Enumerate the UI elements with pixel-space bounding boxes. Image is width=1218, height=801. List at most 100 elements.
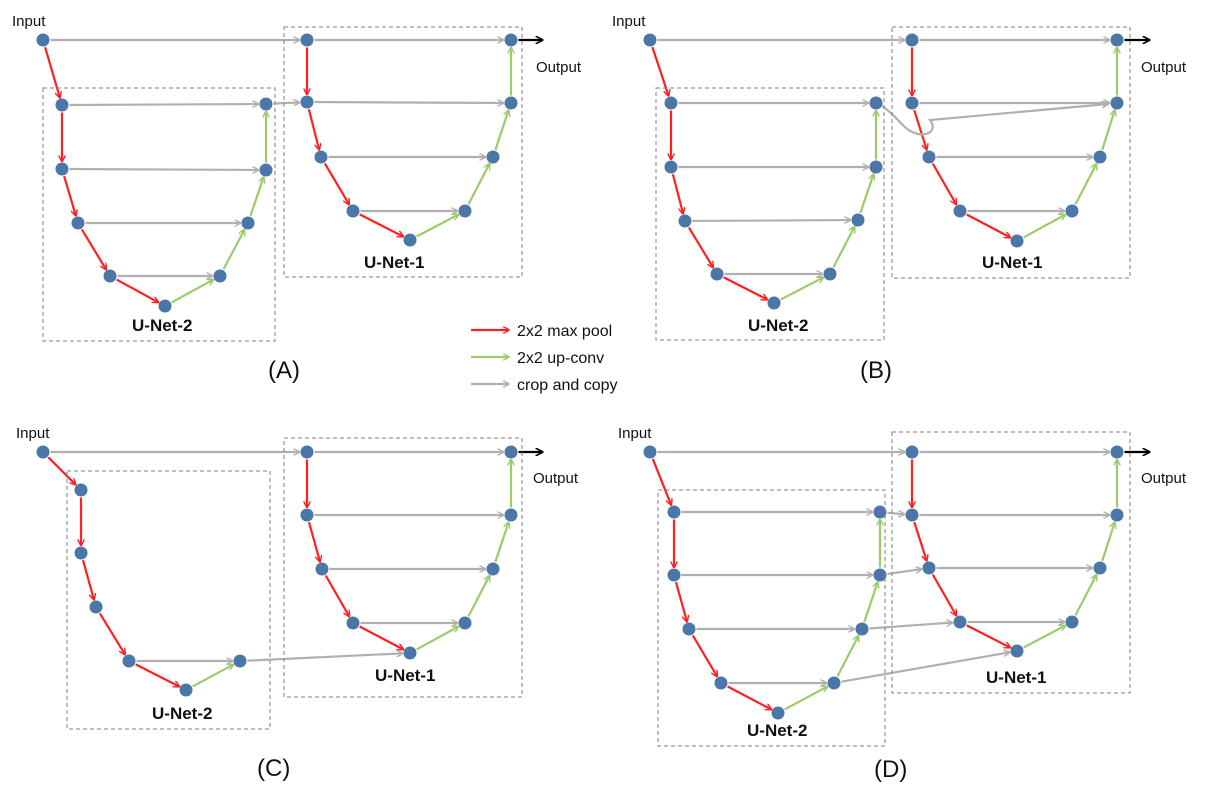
- panel-c-unet2-up-0: [192, 665, 234, 688]
- panel-b-unet2-decoder-node-1: [869, 160, 883, 174]
- panel-b-unet1-up-2: [1101, 110, 1114, 151]
- panel-a-unet2-encoder-node-1: [55, 162, 69, 176]
- panel-c-unet1-pool-2: [324, 574, 350, 617]
- panel-d-unet1-up-1: [1074, 575, 1096, 616]
- panel-c-unet2-encoder-node-4: [179, 683, 193, 697]
- panel-a-unet2-copy-0: [69, 104, 258, 105]
- panel-a-unet2-label: U-Net-2: [132, 316, 192, 335]
- panel-a-unet2-pool-1: [63, 175, 76, 216]
- panel-a-unet1-encoder-node-1: [300, 95, 314, 109]
- panel-d-unet2-up-0: [784, 687, 828, 711]
- edges-layer: [44, 40, 1149, 711]
- panel-c-input-pool: [47, 456, 75, 484]
- panel-d-unet1-encoder-node-3: [953, 615, 967, 629]
- panel-d-unet1-up-2: [1101, 522, 1114, 562]
- panel-c-unet1-encoder-node-1: [300, 508, 314, 522]
- panel-d-unet2-up-1: [836, 636, 858, 677]
- panel-b-unet2-label: U-Net-2: [748, 316, 808, 335]
- panel-a-unet2-encoder-node-2: [71, 216, 85, 230]
- panel-c-unet2-decoder-node-0: [233, 654, 247, 668]
- panel-c-unet1-label: U-Net-1: [375, 666, 435, 685]
- panel-b-unet2-decoder-node-0: [869, 96, 883, 110]
- panel-a-unet1-encoder-node-2: [314, 150, 328, 164]
- panel-d-unet2-encoder-node-0: [667, 505, 681, 519]
- panel-c-output-label: Output: [533, 470, 579, 487]
- panel-c-unet2-pool-1: [81, 559, 94, 600]
- nodes-layer: [36, 33, 1124, 720]
- panel-b-unet2-pool-2: [687, 226, 713, 267]
- panel-a-unet1-decoder-node-0: [504, 33, 518, 47]
- panel-b-caption: (B): [860, 357, 892, 384]
- panel-c-unet1-up-1: [467, 576, 489, 617]
- panel-b-input-label: Input: [612, 13, 646, 30]
- panel-a-unet1-pool-1: [307, 108, 319, 149]
- panel-b-unet1-label: U-Net-1: [982, 253, 1042, 272]
- panel-a-unet1-pool-3: [359, 213, 404, 236]
- panel-d-unet2-encoder-node-2: [682, 622, 696, 636]
- panel-a-input-node: [36, 33, 50, 47]
- panel-a-unet2-pool-3: [116, 278, 159, 303]
- panel-a-unet1-encoder-node-3: [346, 204, 360, 218]
- panel-a-unet2-decoder-node-3: [213, 269, 227, 283]
- panel-b-unet1-encoder-node-4: [1010, 234, 1024, 248]
- panel-d-unet2-encoder-node-4: [771, 706, 785, 720]
- legend: 2x2 max pool 2x2 up-conv crop and copy: [471, 323, 618, 394]
- panel-b-input-pool: [651, 46, 668, 96]
- panel-c-unet1-encoder-node-2: [315, 562, 329, 576]
- panel-d-unet1-encoder-node-2: [922, 561, 936, 575]
- panel-c-unet2-encoder-node-3: [122, 654, 136, 668]
- panel-d-unet2-pool-3: [727, 685, 772, 709]
- panel-b-unet2-decoder-node-3: [823, 267, 837, 281]
- panel-b-unet1-decoder-node-2: [1093, 150, 1107, 164]
- panel-a-unet2-up-2: [249, 177, 263, 217]
- panel-a-unet1-decoder-node-2: [486, 150, 500, 164]
- panel-c-unet1-encoder-node-4: [403, 646, 417, 660]
- panel-c-unet2-to-unet1-bottleneck: [247, 653, 402, 662]
- panel-a-unet2-decoder-node-0: [259, 97, 273, 111]
- panel-b-unet1-decoder-node-3: [1065, 204, 1079, 218]
- panel-a-unet2-encoder-node-4: [158, 299, 172, 313]
- panel-a-unet2-copy-1: [69, 169, 258, 170]
- panel-c-caption: (C): [257, 755, 290, 782]
- panel-c-unet2-box: [66, 470, 271, 730]
- panel-b-unet1-box: [891, 26, 1131, 279]
- panel-b-unet1-decoder-node-0: [1110, 33, 1124, 47]
- panel-b-input-node: [643, 33, 657, 47]
- panel-b-unet1-up-1: [1074, 164, 1096, 205]
- panel-a-unet2-box: [42, 87, 276, 342]
- panel-d-unet2-decoder-node-3: [827, 676, 841, 690]
- panel-c-unet1-encoder-node-3: [346, 616, 360, 630]
- panel-b-unet2-pool-1: [671, 173, 683, 213]
- panel-c-unet1-decoder-node-1: [504, 508, 518, 522]
- panel-b-unet2-pool-3: [723, 276, 768, 299]
- panel-c-unet1-pool-1: [307, 521, 320, 562]
- panel-a-unet2-encoder-node-3: [103, 269, 117, 283]
- panel-d-unet1-encoder-node-4: [1010, 644, 1024, 658]
- panel-d-unet2-pool-2: [691, 634, 717, 676]
- panel-d-unet2-to-unet1-link-0: [887, 513, 904, 515]
- panel-c-unet2-label: U-Net-2: [152, 704, 212, 723]
- panel-c-unet1-decoder-node-3: [458, 616, 472, 630]
- panel-c-unet1-decoder-node-0: [504, 445, 518, 459]
- panel-d-unet2-to-unet1-link-1: [887, 569, 921, 576]
- panel-d-unet1-box: [891, 431, 1131, 694]
- panel-d-input-label: Input: [618, 425, 652, 442]
- panel-c-input-node: [36, 445, 50, 459]
- panel-c-unet1-pool-3: [359, 625, 404, 649]
- panel-b-unet2-up-2: [859, 174, 873, 214]
- panel-b-unet1-pool-1: [913, 109, 926, 150]
- panel-c-unet1-up-2: [494, 522, 508, 563]
- panel-d-unet2-decoder-node-0: [873, 505, 887, 519]
- panel-a-output-label: Output: [536, 59, 582, 76]
- panel-b-unet2-encoder-node-2: [678, 214, 692, 228]
- panel-d-unet1-decoder-node-0: [1110, 445, 1124, 459]
- panel-a-unet1-box: [283, 26, 523, 278]
- panel-c-unet2-encoder-node-0: [74, 483, 88, 497]
- panel-d-unet1-encoder-node-1: [905, 508, 919, 522]
- panel-a-unet1-encoder-node-0: [300, 33, 314, 47]
- panel-b-unet1-encoder-node-0: [905, 33, 919, 47]
- panel-d-unet2-encoder-node-3: [714, 676, 728, 690]
- panel-b-output-label: Output: [1141, 59, 1187, 76]
- panel-a-unet1-label: U-Net-1: [364, 253, 424, 272]
